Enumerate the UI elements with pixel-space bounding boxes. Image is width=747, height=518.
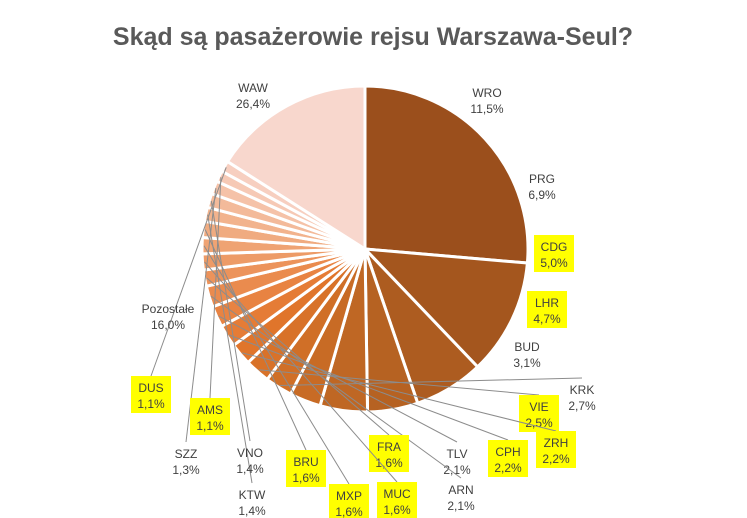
data-label-zrh: ZRH 2,2% xyxy=(536,431,576,468)
label-percent-ams: 1,1% xyxy=(196,419,224,433)
label-highlight-fra xyxy=(369,435,409,472)
label-code-tlv: TLV xyxy=(446,447,467,461)
data-label-waw: WAW 26,4% xyxy=(236,81,270,111)
leader-line-vie xyxy=(258,369,540,396)
label-percent-muc: 1,6% xyxy=(383,503,411,517)
label-code-cdg: CDG xyxy=(541,240,568,254)
label-percent-cdg: 5,0% xyxy=(540,256,568,270)
label-code-cph: CPH xyxy=(495,445,520,459)
label-code-muc: MUC xyxy=(383,487,411,501)
label-code-waw: WAW xyxy=(238,81,268,95)
label-highlight-cdg xyxy=(534,235,574,272)
label-code-ams: AMS xyxy=(197,403,223,417)
data-label-bru: BRU 1,6% xyxy=(286,450,326,487)
label-code-wro: WRO xyxy=(472,86,501,100)
label-percent-bud: 3,1% xyxy=(513,356,541,370)
data-label-szz: SZZ 1,3% xyxy=(172,447,200,477)
label-percent-lhr: 4,7% xyxy=(533,312,561,326)
data-label-krk: KRK 2,7% xyxy=(568,383,596,413)
leader-line-ktw xyxy=(207,214,253,484)
label-percent-mxp: 1,6% xyxy=(335,505,363,518)
label-percent-fra: 1,6% xyxy=(375,456,403,470)
label-highlight-mxp xyxy=(329,484,369,518)
leader-line-dus xyxy=(150,167,227,377)
label-highlight-cph xyxy=(488,440,528,477)
label-percent-prg: 6,9% xyxy=(528,188,556,202)
label-percent-waw: 26,4% xyxy=(236,97,270,111)
label-percent-vie: 2,5% xyxy=(525,416,553,430)
label-percent-arn: 2,1% xyxy=(447,499,475,513)
data-label-vie: VIE 2,5% xyxy=(519,395,559,432)
pie-slice-wro xyxy=(363,247,529,369)
label-code-fra: FRA xyxy=(377,440,401,454)
data-label-ams: AMS 1,1% xyxy=(190,398,230,435)
label-percent-krk: 2,7% xyxy=(568,399,596,413)
label-code-bud: BUD xyxy=(514,340,540,354)
label-highlight-ams xyxy=(190,398,230,435)
label-highlight-zrh xyxy=(536,431,576,468)
label-percent-ktw: 1,4% xyxy=(238,504,266,518)
label-code-ktw: KTW xyxy=(239,488,266,502)
data-label-ktw: KTW 1,4% xyxy=(238,488,266,518)
data-label-mxp: MXP 1,6% xyxy=(329,484,369,518)
leader-line-fra xyxy=(206,277,390,436)
leader-line-mxp xyxy=(203,245,350,485)
data-label-prg: PRG 6,9% xyxy=(528,172,556,202)
label-percent-dus: 1,1% xyxy=(137,397,165,411)
label-percent-cph: 2,2% xyxy=(494,461,522,475)
data-label-arn: ARN 2,1% xyxy=(447,483,475,513)
leader-line-tlv xyxy=(218,315,458,443)
label-code-krk: KRK xyxy=(570,383,595,397)
label-percent-szz: 1,3% xyxy=(172,463,200,477)
label-percent-tlv: 2,1% xyxy=(443,463,471,477)
label-highlight-lhr xyxy=(527,291,567,328)
data-label-wro: WRO 11,5% xyxy=(470,86,503,116)
label-code-szz: SZZ xyxy=(175,447,198,461)
label-percent-zrh: 2,2% xyxy=(542,452,570,466)
label-code-bru: BRU xyxy=(293,455,318,469)
label-percent-wro: 11,5% xyxy=(470,102,503,116)
data-label-cph: CPH 2,2% xyxy=(488,440,528,477)
data-label-pozostałe: Pozostałe 16,0% xyxy=(142,302,195,332)
data-label-vno: VNO 1,4% xyxy=(236,446,264,476)
label-percent-pozostałe: 16,0% xyxy=(151,318,185,332)
pie-slice-waw xyxy=(363,84,530,265)
label-code-zrh: ZRH xyxy=(544,436,569,450)
label-percent-vno: 1,4% xyxy=(236,462,264,476)
data-label-muc: MUC 1,6% xyxy=(377,482,417,518)
label-highlight-dus xyxy=(131,376,171,413)
label-highlight-vie xyxy=(519,395,559,432)
data-label-tlv: TLV 2,1% xyxy=(443,447,471,477)
data-label-bud: BUD 3,1% xyxy=(513,340,541,370)
data-label-dus: DUS 1,1% xyxy=(131,376,171,413)
label-highlight-muc xyxy=(377,482,417,518)
label-code-vie: VIE xyxy=(529,400,548,414)
leader-line-zrh xyxy=(241,352,557,432)
data-label-fra: FRA 1,6% xyxy=(369,435,409,472)
label-percent-bru: 1,6% xyxy=(292,471,320,485)
leader-line-ams xyxy=(209,177,222,399)
data-label-cdg: CDG 5,0% xyxy=(534,235,574,272)
leader-line-cph xyxy=(228,334,509,441)
label-code-prg: PRG xyxy=(529,172,555,186)
data-label-lhr: LHR 4,7% xyxy=(527,291,567,328)
label-code-arn: ARN xyxy=(448,483,473,497)
label-code-vno: VNO xyxy=(237,446,263,460)
label-code-mxp: MXP xyxy=(336,489,362,503)
label-highlight-bru xyxy=(286,450,326,487)
chart-title: Skąd są pasażerowie rejsu Warszawa-Seul? xyxy=(113,23,633,51)
label-code-lhr: LHR xyxy=(535,296,559,310)
label-code-dus: DUS xyxy=(138,381,163,395)
label-code-pozostałe: Pozostałe xyxy=(142,302,195,316)
pie-slice-pozostałe xyxy=(225,84,367,251)
